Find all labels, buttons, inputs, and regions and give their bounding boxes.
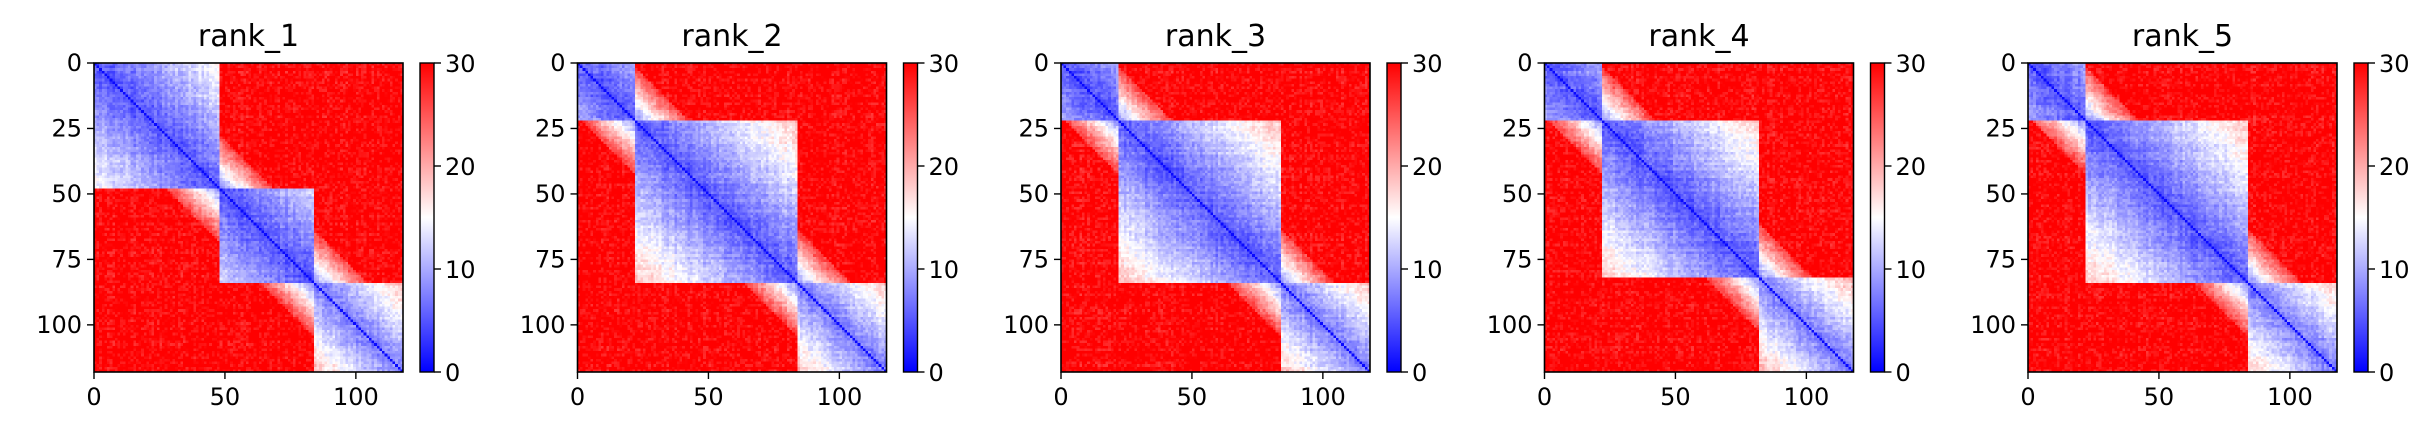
- colorbar-tick-label: 0: [445, 359, 460, 387]
- y-tick-label: 25: [535, 114, 566, 142]
- y-tick-label: 50: [1502, 180, 1533, 208]
- x-tick-label: 100: [1300, 383, 1346, 411]
- panel-title: rank_5: [2132, 19, 2233, 54]
- heatmap-image: [94, 63, 403, 372]
- x-tick-label: 50: [693, 383, 724, 411]
- y-tick-label: 100: [1003, 311, 1049, 339]
- y-tick-label: 75: [535, 245, 566, 273]
- x-tick-label: 50: [2144, 383, 2175, 411]
- y-tick-label: 100: [1487, 311, 1533, 339]
- colorbar-tick-label: 10: [1412, 256, 1443, 284]
- x-tick-label: 0: [1053, 383, 1068, 411]
- y-tick-label: 100: [1970, 311, 2016, 339]
- y-tick-label: 0: [1034, 49, 1049, 77]
- panel-4: rank_4 0 50 100 0 25 50 75 100 0 10 20 30: [1487, 19, 1926, 411]
- x-tick-label: 100: [1783, 383, 1829, 411]
- y-tick-label: 50: [535, 180, 566, 208]
- y-tick-label: 0: [1517, 49, 1532, 77]
- colorbar-tick-label: 30: [1412, 50, 1443, 78]
- colorbar-tick-label: 10: [929, 256, 960, 284]
- y-tick-label: 100: [36, 311, 82, 339]
- y-tick-label: 50: [1985, 180, 2016, 208]
- axes-frame: [2027, 62, 2338, 373]
- colorbar-tick-label: 0: [1412, 359, 1427, 387]
- heatmap-image: [577, 63, 887, 372]
- panel-1: rank_1 0 50 100 0 25 50 75 100 0 10 20 30: [36, 19, 475, 411]
- y-tick-label: 100: [520, 311, 566, 339]
- y-tick-label: 75: [1502, 245, 1533, 273]
- colorbar-tick-label: 0: [929, 359, 944, 387]
- panel-3: rank_3 0 50 100 0 25 50 75 100 0 10 20 30: [1003, 19, 1442, 411]
- x-tick-label: 50: [1660, 383, 1691, 411]
- x-tick-label: 100: [2267, 383, 2313, 411]
- colorbar-tick-label: 30: [445, 50, 476, 78]
- y-tick-label: 25: [1502, 114, 1533, 142]
- x-tick-label: 0: [86, 383, 101, 411]
- panel-title: rank_4: [1648, 19, 1749, 54]
- colorbar: [2353, 62, 2369, 373]
- colorbar: [1386, 62, 1402, 373]
- x-tick-label: 100: [816, 383, 862, 411]
- colorbar-tick-label: 10: [445, 256, 476, 284]
- panel-2: rank_2 0 50 100 0 25 50 75 100 0 10 20 30: [520, 19, 959, 411]
- y-tick-label: 50: [51, 180, 82, 208]
- panel-5: rank_5 0 50 100 0 25 50 75 100 0 10 20 30: [1970, 19, 2409, 411]
- y-tick-label: 25: [51, 114, 82, 142]
- colorbar-tick-label: 20: [929, 153, 960, 181]
- y-tick-label: 25: [1985, 114, 2016, 142]
- y-tick-label: 0: [67, 49, 82, 77]
- x-tick-label: 50: [1177, 383, 1208, 411]
- y-tick-label: 50: [1018, 180, 1049, 208]
- colorbar: [1869, 62, 1886, 373]
- y-tick-label: 0: [2001, 49, 2016, 77]
- x-tick-label: 0: [1537, 383, 1552, 411]
- colorbar-tick-label: 30: [1896, 50, 1927, 78]
- colorbar-tick-label: 20: [2379, 153, 2410, 181]
- colorbar-tick-label: 0: [1896, 359, 1911, 387]
- y-tick-label: 25: [1018, 114, 1049, 142]
- colorbar-tick-label: 10: [2379, 256, 2410, 284]
- panel-title: rank_3: [1165, 19, 1266, 54]
- colorbar-tick-label: 0: [2379, 359, 2394, 387]
- axes-frame: [576, 62, 888, 373]
- colorbar-tick-label: 20: [445, 153, 476, 181]
- colorbar-tick-label: 30: [2379, 50, 2410, 78]
- colorbar-tick-label: 20: [1412, 153, 1443, 181]
- axes-frame: [1060, 62, 1371, 373]
- x-tick-label: 50: [210, 383, 241, 411]
- y-tick-label: 75: [1018, 245, 1049, 273]
- y-tick-label: 75: [1985, 245, 2016, 273]
- axes-frame: [1543, 62, 1855, 373]
- panel-title: rank_2: [681, 19, 782, 54]
- colorbar-tick-label: 10: [1896, 256, 1927, 284]
- y-tick-label: 0: [550, 49, 565, 77]
- heatmap-image: [1544, 63, 1854, 372]
- colorbar: [902, 62, 919, 373]
- x-tick-label: 0: [570, 383, 585, 411]
- axes-frame: [93, 62, 404, 373]
- y-tick-label: 75: [51, 245, 82, 273]
- x-tick-label: 100: [333, 383, 379, 411]
- panel-title: rank_1: [198, 19, 299, 54]
- heatmap-image: [1061, 63, 1370, 372]
- colorbar-tick-label: 20: [1896, 153, 1927, 181]
- x-tick-label: 0: [2020, 383, 2035, 411]
- colorbar: [419, 62, 435, 373]
- heatmap-image: [2028, 63, 2337, 372]
- colorbar-tick-label: 30: [929, 50, 960, 78]
